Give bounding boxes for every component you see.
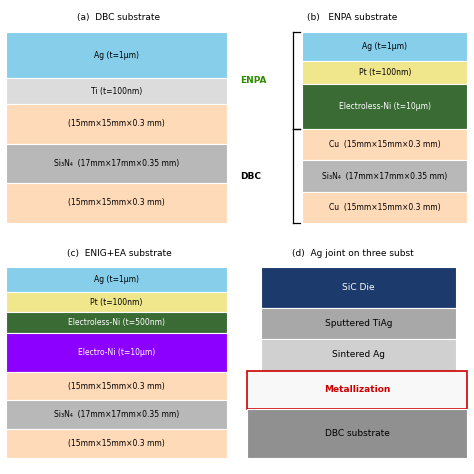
Bar xyxy=(261,267,456,308)
Text: (15mm×15mm×0.3 mm): (15mm×15mm×0.3 mm) xyxy=(68,119,165,128)
Text: Ag (t=1μm): Ag (t=1μm) xyxy=(362,42,407,51)
Bar xyxy=(302,129,467,161)
Text: Sintered Ag: Sintered Ag xyxy=(332,350,385,359)
Text: Ag (t=1μm): Ag (t=1μm) xyxy=(94,51,139,60)
Bar xyxy=(7,32,227,78)
Text: Pt (t=100nm): Pt (t=100nm) xyxy=(91,298,143,307)
Bar xyxy=(7,267,227,292)
Text: (a)  DBC substrate: (a) DBC substrate xyxy=(77,13,161,22)
Text: (15mm×15mm×0.3 mm): (15mm×15mm×0.3 mm) xyxy=(68,199,165,208)
Bar xyxy=(261,339,456,371)
Bar xyxy=(247,409,467,458)
Text: Ti (t=100nm): Ti (t=100nm) xyxy=(91,87,142,96)
Text: SiC Die: SiC Die xyxy=(342,283,374,292)
Text: Sputtered TiAg: Sputtered TiAg xyxy=(325,319,392,328)
Bar xyxy=(247,371,467,409)
Bar xyxy=(7,292,227,312)
Text: Electroless-Ni (t=10μm): Electroless-Ni (t=10μm) xyxy=(339,102,431,111)
Text: Metallization: Metallization xyxy=(324,385,391,394)
Bar xyxy=(7,78,227,104)
Bar xyxy=(7,429,227,458)
Text: (d)  Ag joint on three subst: (d) Ag joint on three subst xyxy=(292,249,413,258)
Text: Pt (t=100nm): Pt (t=100nm) xyxy=(358,68,411,77)
Text: Ag (t=1μm): Ag (t=1μm) xyxy=(94,275,139,284)
Text: DBC substrate: DBC substrate xyxy=(325,429,390,438)
Text: (15mm×15mm×0.3 mm): (15mm×15mm×0.3 mm) xyxy=(68,439,165,448)
Text: (15mm×15mm×0.3 mm): (15mm×15mm×0.3 mm) xyxy=(68,382,165,391)
Bar xyxy=(7,372,227,401)
Text: Si₃N₄  (17mm×17mm×0.35 mm): Si₃N₄ (17mm×17mm×0.35 mm) xyxy=(54,159,179,168)
Text: Si₃N₄  (17mm×17mm×0.35 mm): Si₃N₄ (17mm×17mm×0.35 mm) xyxy=(54,410,179,419)
Text: ENPA: ENPA xyxy=(240,76,266,85)
Text: (b)   ENPA substrate: (b) ENPA substrate xyxy=(307,13,398,22)
Bar xyxy=(7,104,227,144)
Bar xyxy=(302,32,467,61)
Text: Electro-Ni (t=10μm): Electro-Ni (t=10μm) xyxy=(78,348,155,357)
Text: (c)  ENIG+EA substrate: (c) ENIG+EA substrate xyxy=(66,249,171,258)
Text: Cu  (15mm×15mm×0.3 mm): Cu (15mm×15mm×0.3 mm) xyxy=(329,140,440,149)
Bar xyxy=(7,144,227,183)
Bar xyxy=(7,312,227,333)
Bar xyxy=(302,83,467,129)
Bar xyxy=(302,61,467,83)
Bar xyxy=(7,333,227,372)
Bar xyxy=(302,161,467,191)
Bar xyxy=(7,401,227,429)
Bar xyxy=(261,308,456,339)
Text: Cu  (15mm×15mm×0.3 mm): Cu (15mm×15mm×0.3 mm) xyxy=(329,203,440,212)
Text: DBC: DBC xyxy=(240,172,261,181)
Bar xyxy=(302,191,467,223)
Text: Si₃N₄  (17mm×17mm×0.35 mm): Si₃N₄ (17mm×17mm×0.35 mm) xyxy=(322,172,447,181)
Text: Electroless-Ni (t=500nm): Electroless-Ni (t=500nm) xyxy=(68,318,165,327)
Bar xyxy=(7,183,227,223)
